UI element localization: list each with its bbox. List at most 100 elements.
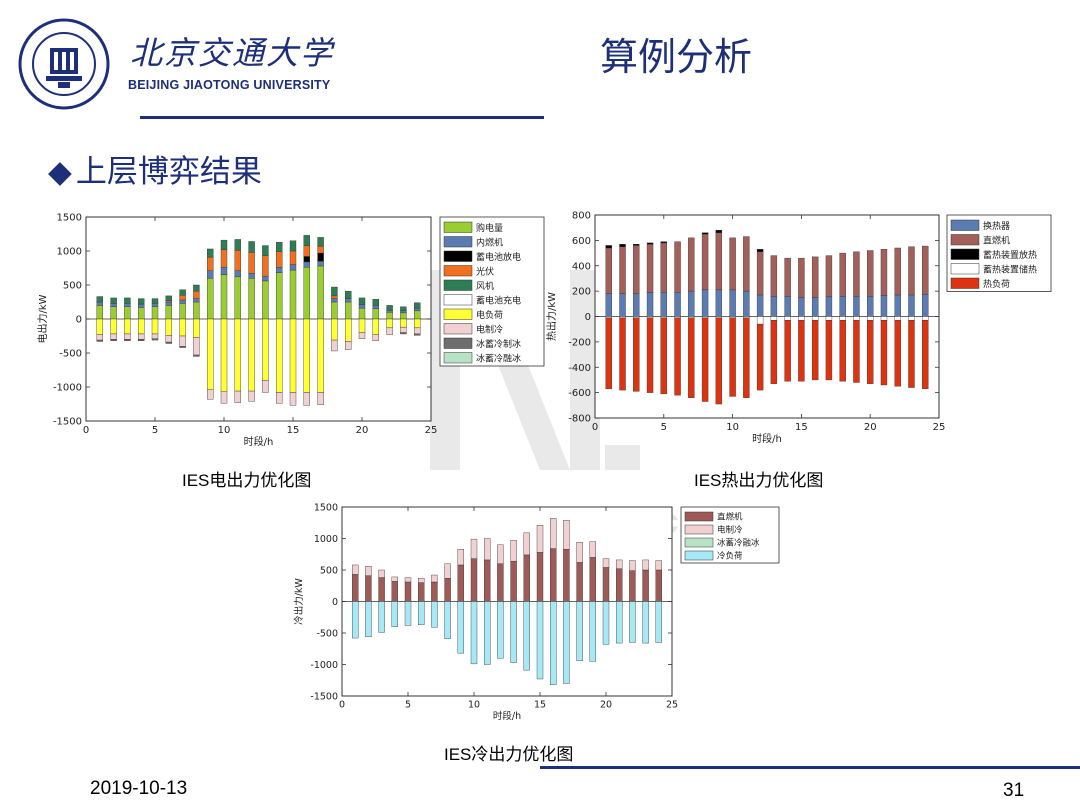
cold-bar-直燃机-t8 (444, 577, 451, 602)
cold-bar-冷负荷-t8 (444, 601, 451, 639)
heat-ytick-label: -800 (568, 414, 591, 425)
heat-bar-直燃机-t17 (825, 255, 833, 298)
cold-bar-冷负荷-t15 (536, 601, 544, 680)
elec-bar-冰蓄冷制冰-t2 (110, 339, 117, 341)
cold-bar-电制冷-t10 (470, 538, 478, 559)
cold-ytick-label: 1500 (314, 503, 338, 514)
elec-bar-风机-t7 (179, 289, 186, 296)
cold-bar-电制冷-t8 (444, 563, 451, 579)
cold-bar-直燃机-t5 (404, 581, 412, 602)
elec-legend-swatch (443, 250, 473, 262)
heat-bar-热负荷-t2 (619, 317, 626, 391)
header-divider (140, 116, 544, 119)
cold-bar-冷负荷-t4 (391, 601, 398, 627)
heat-bar-热负荷-t19 (853, 320, 860, 383)
heat-xtick-label: 15 (795, 422, 808, 433)
footer-divider (540, 766, 1080, 769)
elec-bar-冰蓄冷制冰-t24 (414, 333, 421, 336)
elec-bar-电制冷-t10 (220, 391, 228, 404)
cold-bar-冷负荷-t17 (563, 601, 570, 684)
cold-ytick-label: 500 (320, 566, 338, 577)
cold-bar-直燃机-t6 (418, 582, 425, 602)
cold-legend-swatch (684, 524, 714, 535)
cold-bar-冷负荷-t1 (352, 601, 359, 639)
elec-xlabel: 时段/h (244, 435, 274, 448)
elec-legend-swatch (443, 236, 473, 248)
heat-bar-热负荷-t17 (825, 320, 833, 381)
heat-bar-直燃机-t24 (922, 245, 929, 295)
cold-bar-直燃机-t22 (629, 570, 636, 602)
cold-bar-直燃机-t4 (391, 581, 398, 602)
heat-bar-热负荷-t20 (867, 320, 874, 384)
heat-ytick-label: 600 (572, 236, 591, 247)
elec-bar-风机-t16 (303, 235, 310, 246)
elec-bar-电制冷-t14 (276, 392, 283, 404)
elec-bar-风机-t22 (386, 305, 393, 311)
heat-bar-热负荷-t8 (701, 317, 709, 402)
elec-bar-风机-t13 (262, 245, 269, 256)
heat-legend-swatch (950, 277, 980, 289)
cold-bar-直燃机-t14 (523, 554, 530, 602)
elec-bar-冰蓄冷制冰-t23 (400, 332, 407, 335)
heat-bar-蓄热装置放热-t12 (756, 249, 764, 252)
university-seal-icon (18, 18, 110, 110)
elec-ylabel: 电出力/kW (36, 294, 49, 343)
heat-bar-直燃机-t13 (770, 255, 778, 297)
elec-bar-电制冷-t12 (248, 390, 255, 402)
heat-bar-热负荷-t5 (660, 317, 667, 395)
heat-ylabel: 热出力/kW (545, 292, 558, 341)
cold-xtick-label: 0 (339, 700, 345, 711)
cold-legend-label: 电制冷 (717, 525, 743, 536)
cold-xtick-label: 25 (666, 700, 678, 711)
footer-date: 2019-10-13 (90, 778, 188, 799)
cold-bar-冷负荷-t21 (616, 601, 623, 644)
elec-bar-冰蓄冷制冰-t3 (124, 339, 131, 341)
heat-legend-swatch (950, 219, 980, 231)
cold-ylabel: 冷出力/kW (293, 578, 305, 625)
elec-ytick-label: 500 (63, 281, 82, 292)
heat-bar-蓄热装置放热-t5 (660, 241, 667, 244)
cold-bar-冷负荷-t9 (457, 601, 464, 654)
elec-bar-风机-t9 (206, 248, 214, 258)
elec-ytick-label: -1000 (53, 383, 82, 394)
elec-bar-风机-t18 (331, 286, 338, 297)
cold-ytick-label: 0 (332, 597, 338, 608)
elec-bar-风机-t24 (414, 302, 421, 309)
cold-bar-直燃机-t13 (510, 560, 517, 602)
elec-bar-风机-t17 (317, 237, 324, 247)
cold-bar-直燃机-t2 (365, 575, 372, 602)
heat-bar-直燃机-t10 (729, 237, 736, 291)
cold-bar-电制冷-t1 (352, 564, 359, 575)
elec-legend-label: 蓄电池充电 (476, 295, 521, 307)
cold-ytick-label: -500 (316, 629, 338, 640)
cold-bar-冷负荷-t23 (642, 601, 649, 644)
cold-bar-直燃机-t12 (497, 563, 504, 602)
elec-bar-风机-t23 (400, 306, 407, 312)
cold-bar-冷负荷-t16 (550, 601, 557, 685)
cold-legend-label: 直燃机 (717, 512, 743, 523)
elec-ytick-label: -1500 (53, 417, 82, 428)
heat-legend-label: 直燃机 (983, 235, 1010, 247)
elec-ytick-label: -500 (59, 349, 82, 360)
elec-legend-label: 风机 (476, 280, 494, 292)
elec-legend-label: 冰蓄冷制冰 (476, 338, 521, 350)
cold-bar-冷负荷-t24 (655, 601, 662, 643)
heat-bar-直燃机-t20 (867, 250, 874, 297)
heat-ytick-label: -400 (568, 363, 591, 374)
heat-xtick-label: 10 (726, 422, 739, 433)
elec-bar-电制冷-t16 (303, 392, 310, 406)
heat-bar-直燃机-t14 (784, 257, 791, 297)
cold-bar-冷负荷-t7 (431, 601, 438, 628)
cold-bar-直燃机-t24 (655, 569, 662, 602)
elec-bar-冰蓄冷制冰-t8 (193, 354, 200, 357)
elec-bar-风机-t3 (124, 297, 131, 304)
heat-xtick-label: 0 (592, 422, 598, 433)
elec-legend-label: 电制冷 (476, 324, 503, 336)
heat-legend-swatch (950, 263, 980, 275)
elec-legend-swatch (443, 352, 473, 364)
elec-ytick-label: 1000 (57, 247, 82, 258)
cold-bar-电制冷-t22 (629, 560, 636, 571)
elec-bar-电制冷-t19 (345, 341, 352, 350)
